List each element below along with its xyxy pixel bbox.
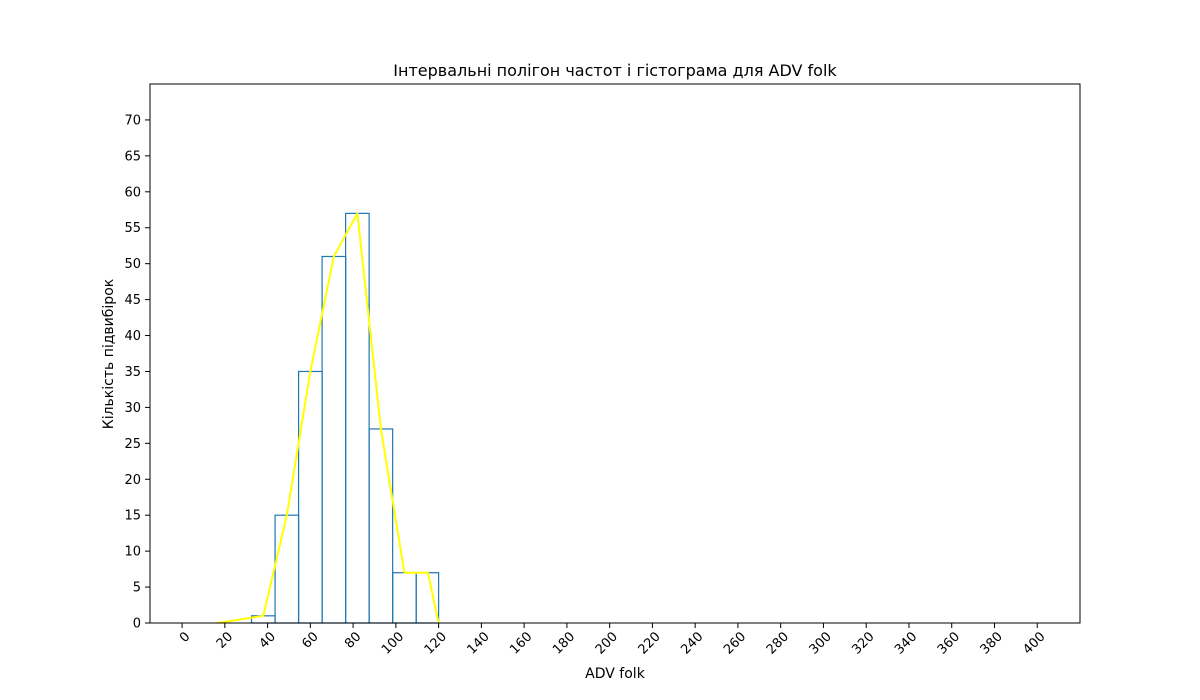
x-tick-label: 180 bbox=[550, 629, 578, 657]
histogram-bar bbox=[321, 255, 347, 624]
y-tick-label: 25 bbox=[124, 437, 141, 452]
x-tick-label: 340 bbox=[892, 629, 920, 657]
x-axis-label: ADV folk bbox=[585, 666, 646, 682]
y-tick-label: 10 bbox=[124, 545, 141, 560]
chart-title: Інтервальні полігон частот і гістограма … bbox=[393, 61, 837, 80]
x-tick-label: 160 bbox=[507, 629, 535, 657]
y-tick-label: 30 bbox=[124, 401, 141, 416]
plot-area: 0 20 40 60 80 100 120 140 160 180 200 220 240 260 280 3… bbox=[124, 83, 1081, 658]
x-tick-label: 220 bbox=[636, 629, 664, 657]
x-tick-label: 280 bbox=[764, 629, 792, 657]
x-tick-label: 40 bbox=[257, 629, 279, 651]
y-tick-label: 60 bbox=[124, 185, 141, 200]
x-tick-label: 200 bbox=[593, 629, 621, 657]
histogram-bar bbox=[415, 572, 440, 624]
y-tick-label: 15 bbox=[124, 509, 141, 524]
y-tick-label: 45 bbox=[124, 293, 141, 308]
y-tick-label: 40 bbox=[124, 329, 141, 344]
y-tick-label: 20 bbox=[124, 473, 141, 488]
x-tick-label: 120 bbox=[422, 629, 450, 657]
y-tick-label: 5 bbox=[133, 581, 141, 596]
y-tick-label: 35 bbox=[124, 365, 141, 380]
plot-frame bbox=[149, 83, 1081, 624]
y-tick-label: 70 bbox=[124, 113, 141, 128]
y-tick-label: 65 bbox=[124, 149, 141, 164]
histogram-bar bbox=[345, 212, 370, 624]
x-tick-label: 80 bbox=[342, 629, 364, 651]
histogram-bar bbox=[274, 514, 300, 624]
y-tick-label: 55 bbox=[124, 221, 141, 236]
x-tick-label: 260 bbox=[721, 629, 749, 657]
x-tick-label: 60 bbox=[299, 629, 321, 651]
histogram-bar bbox=[392, 572, 417, 624]
frequency-polygon-line bbox=[217, 212, 440, 624]
x-tick-label: 100 bbox=[379, 629, 407, 657]
x-tick-label: 240 bbox=[678, 629, 706, 657]
x-tick-label: 380 bbox=[978, 629, 1006, 657]
y-axis-label: Кількість підвибірок bbox=[101, 279, 117, 429]
histogram-bar bbox=[368, 428, 394, 624]
y-tick-label: 50 bbox=[124, 257, 141, 272]
x-tick-label: 320 bbox=[849, 629, 877, 657]
x-tick-label: 360 bbox=[935, 629, 963, 657]
x-tick-label: 140 bbox=[465, 629, 493, 657]
x-tick-label: 0 bbox=[177, 629, 193, 645]
histogram-bar bbox=[297, 370, 323, 624]
x-tick-label: 300 bbox=[807, 629, 835, 657]
x-tick-label: 20 bbox=[214, 629, 236, 651]
y-tick-label: 0 bbox=[133, 617, 141, 632]
x-tick-label: 400 bbox=[1020, 629, 1048, 657]
